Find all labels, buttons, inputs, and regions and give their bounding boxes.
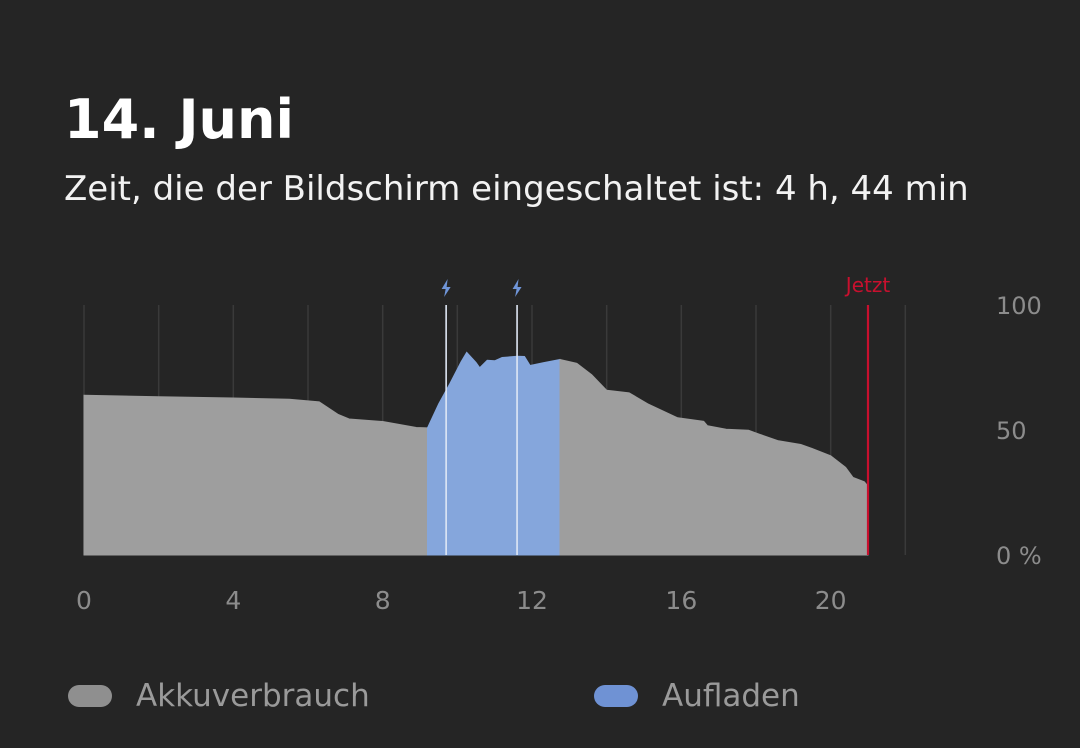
charge-markers bbox=[441, 279, 522, 555]
date-title: 14. Juni bbox=[64, 88, 294, 151]
lightning-bolt-icon bbox=[441, 279, 451, 297]
x-tick-label-3: 12 bbox=[516, 586, 548, 615]
x-tick-label-0: 0 bbox=[76, 586, 92, 615]
y-tick-label-1: 50 bbox=[996, 417, 1027, 445]
screen-time-summary: Zeit, die der Bildschirm eingeschaltet i… bbox=[64, 169, 969, 209]
series-area-1 bbox=[427, 351, 561, 556]
legend-swatch-usage bbox=[68, 685, 112, 707]
legend-item-usage: Akkuverbrauch bbox=[68, 672, 370, 720]
series-area-2 bbox=[559, 358, 869, 556]
battery-chart: Jetzt 0 4 8 12 16 20 100 50 0 % bbox=[76, 273, 1042, 615]
lightning-bolt-icon bbox=[512, 279, 522, 297]
x-tick-label-1: 4 bbox=[225, 586, 241, 615]
chart-legend: Akkuverbrauch Aufladen bbox=[0, 672, 1080, 720]
legend-item-charging: Aufladen bbox=[594, 672, 800, 720]
y-tick-label-2: 0 % bbox=[996, 542, 1042, 570]
axis-labels: 0 4 8 12 16 20 100 50 0 % bbox=[76, 292, 1042, 615]
legend-label-charging: Aufladen bbox=[662, 678, 800, 714]
legend-swatch-charging bbox=[594, 685, 638, 707]
series-area-0 bbox=[83, 394, 428, 556]
x-tick-label-2: 8 bbox=[375, 586, 391, 615]
y-tick-label-0: 100 bbox=[996, 292, 1042, 320]
legend-label-usage: Akkuverbrauch bbox=[136, 678, 370, 714]
x-tick-label-4: 16 bbox=[665, 586, 697, 615]
now-label: Jetzt bbox=[844, 273, 891, 297]
now-indicator: Jetzt bbox=[844, 273, 891, 555]
x-tick-label-5: 20 bbox=[815, 586, 847, 615]
battery-area bbox=[83, 351, 869, 556]
